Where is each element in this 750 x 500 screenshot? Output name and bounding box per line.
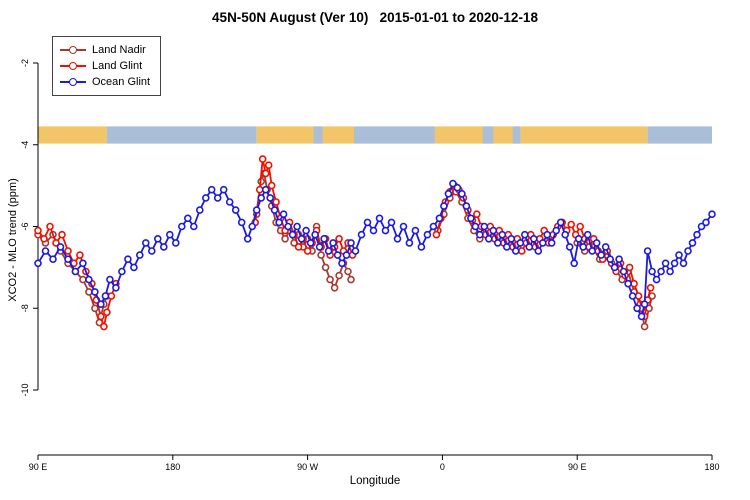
legend-label-ocean-glint: Ocean Glint (92, 76, 151, 88)
svg-text:180: 180 (704, 462, 719, 472)
legend-item-ocean-glint: Ocean Glint (60, 74, 150, 90)
svg-text:-2: -2 (20, 59, 30, 67)
land-glint-marker-icon (60, 61, 86, 71)
legend-item-land-nadir: Land Nadir (60, 42, 150, 58)
svg-text:0: 0 (440, 462, 445, 472)
x-axis-label: Longitude (349, 475, 401, 487)
legend-label-land-glint: Land Glint (92, 60, 143, 72)
svg-text:-4: -4 (20, 141, 30, 149)
svg-text:180: 180 (165, 462, 180, 472)
land-nadir-marker-icon (60, 45, 86, 55)
legend-label-land-nadir: Land Nadir (92, 44, 146, 56)
legend-item-land-glint: Land Glint (60, 58, 150, 74)
svg-text:90 W: 90 W (297, 462, 319, 472)
svg-text:-8: -8 (20, 304, 30, 312)
legend: Land Nadir Land Glint Ocean Glint (52, 36, 162, 96)
svg-text:90 E: 90 E (29, 462, 48, 472)
chart-title: 45N-50N August (Ver 10) 2015-01-01 to 20… (212, 10, 538, 25)
svg-text:90 E: 90 E (568, 462, 587, 472)
ocean-glint-marker-icon (60, 77, 86, 87)
svg-text:-10: -10 (20, 383, 30, 396)
svg-text:-6: -6 (20, 222, 30, 230)
